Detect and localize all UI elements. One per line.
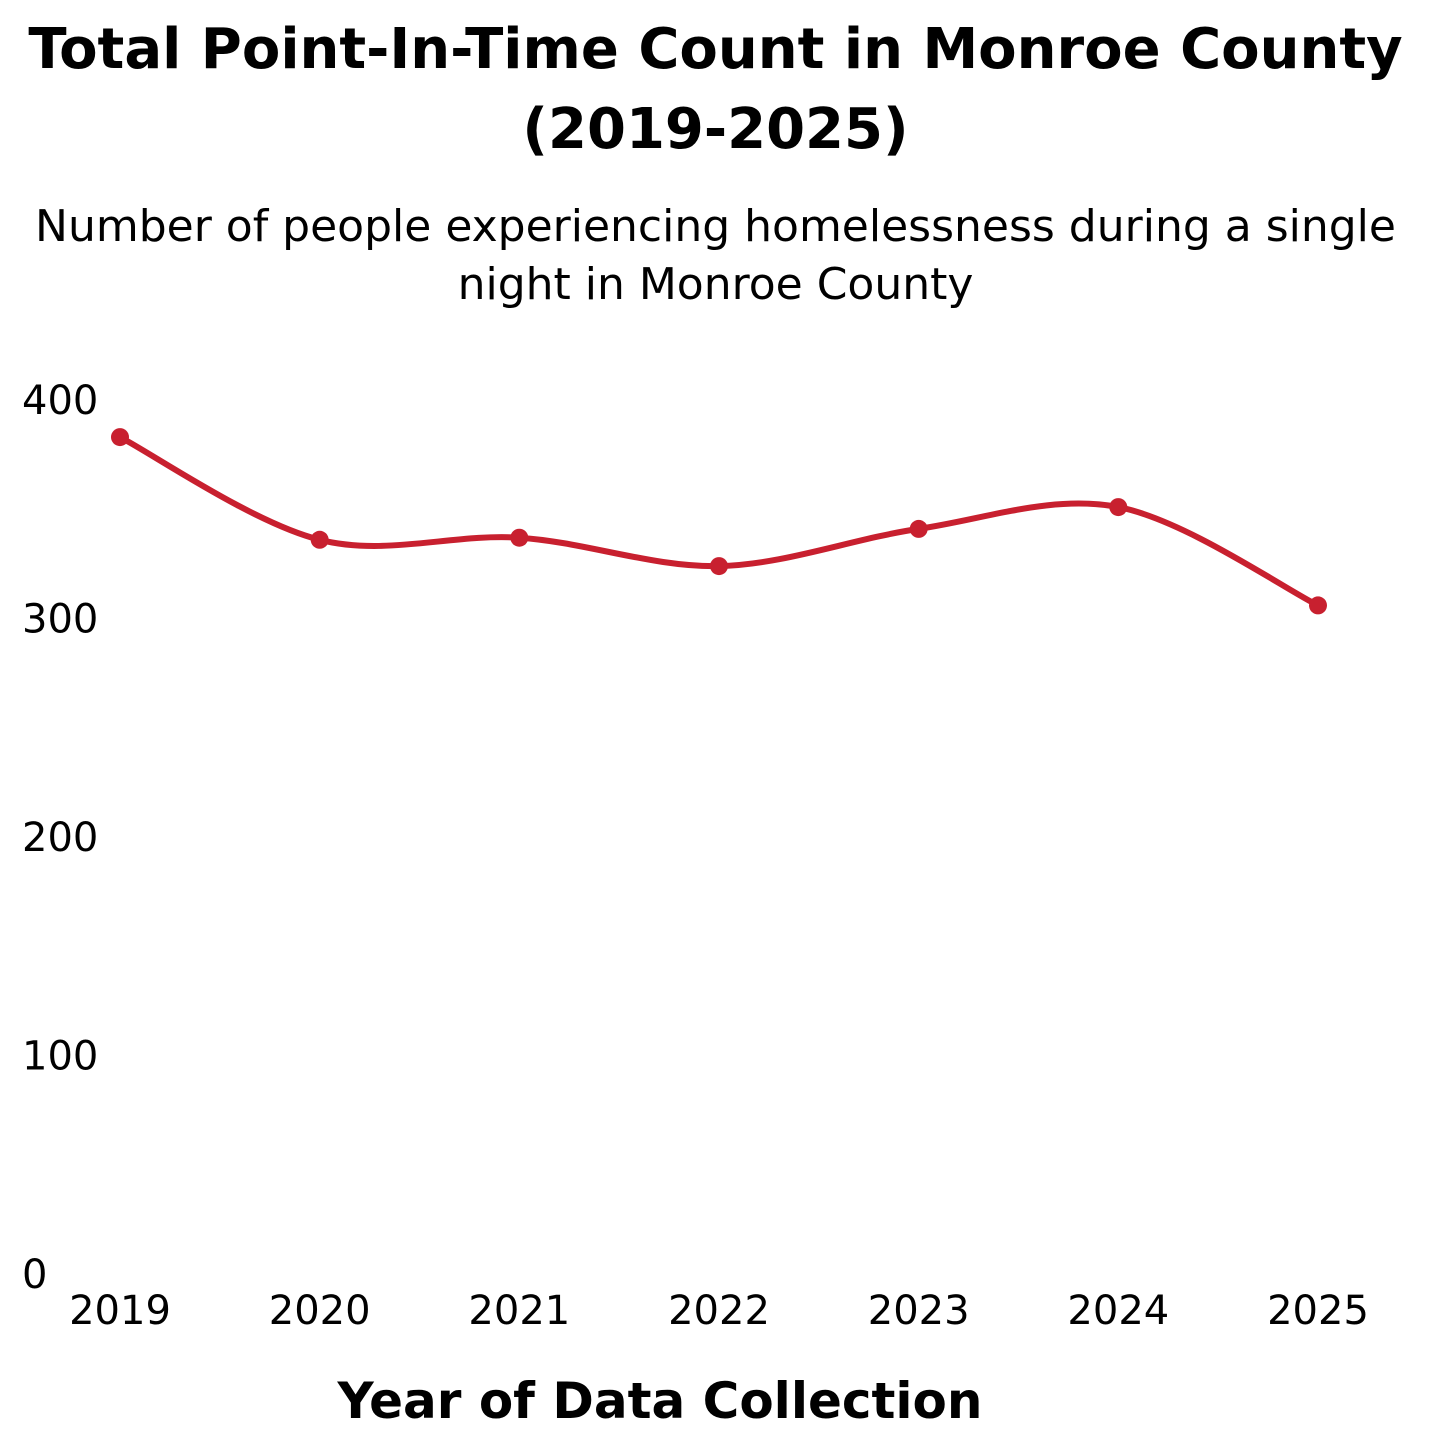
chart-title-line-1: Total Point-In-Time Count in Monroe Coun…: [28, 17, 1403, 82]
x-tick-label: 2024: [1067, 1288, 1169, 1334]
x-tick-label: 2019: [69, 1288, 171, 1334]
data-point-2024[interactable]: [1109, 498, 1128, 517]
chart-subtitle-line-2: night in Monroe County: [457, 259, 974, 310]
plot-series: [111, 428, 1327, 615]
data-point-2023[interactable]: [909, 519, 928, 538]
y-tick-label: 200: [22, 815, 98, 861]
chart-subtitle: Number of people experiencing homelessne…: [0, 198, 1431, 314]
data-point-2025[interactable]: [1309, 596, 1327, 615]
x-axis: 2019 2020 2021 2022 2023 2024 2025: [69, 1288, 1369, 1334]
chart-title: Total Point-In-Time Count in Monroe Coun…: [0, 10, 1431, 170]
chart-title-line-2: (2019-2025): [522, 97, 909, 162]
chart-subtitle-line-1: Number of people experiencing homelessne…: [35, 201, 1396, 252]
x-tick-label: 2025: [1267, 1288, 1369, 1334]
x-tick-label: 2021: [468, 1288, 570, 1334]
y-axis: 0 100 200 300 400: [22, 378, 98, 1298]
x-tick-label: 2023: [868, 1288, 970, 1334]
data-point-2022[interactable]: [710, 557, 728, 576]
x-tick-label: 2022: [668, 1288, 770, 1334]
y-tick-label: 300: [22, 597, 98, 643]
y-tick-label: 100: [22, 1034, 98, 1080]
x-axis-title: Year of Data Collection: [337, 1372, 983, 1430]
y-tick-label: 0: [22, 1252, 47, 1298]
data-point-2021[interactable]: [510, 528, 529, 547]
data-point-2019[interactable]: [111, 428, 129, 447]
y-tick-label: 400: [22, 378, 98, 424]
x-tick-label: 2020: [269, 1288, 371, 1334]
data-point-2020[interactable]: [310, 530, 329, 549]
series-line: [117, 434, 1321, 609]
